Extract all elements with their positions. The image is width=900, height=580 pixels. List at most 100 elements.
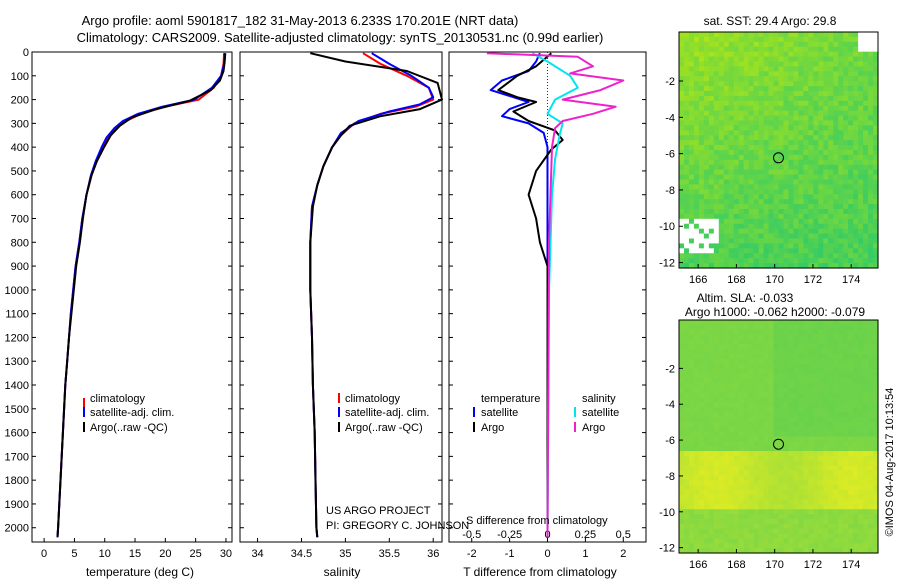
map-cell bbox=[723, 174, 730, 181]
map-cell bbox=[723, 358, 730, 365]
map-cell bbox=[863, 387, 869, 394]
map-cell bbox=[778, 218, 785, 225]
p-sst-frame bbox=[678, 31, 879, 269]
map-cell bbox=[763, 543, 770, 549]
map-cell bbox=[763, 363, 770, 370]
map-cell bbox=[679, 436, 685, 442]
map-cell bbox=[753, 32, 760, 38]
map-cell bbox=[873, 412, 879, 418]
map-cell bbox=[843, 455, 849, 462]
map-cell bbox=[793, 150, 799, 156]
map-cell bbox=[733, 81, 740, 87]
map-cell bbox=[793, 494, 799, 501]
map-cell bbox=[858, 412, 864, 418]
map-cell bbox=[773, 46, 780, 53]
map-cell bbox=[823, 41, 829, 48]
map-cell bbox=[748, 538, 755, 544]
map-cell bbox=[858, 426, 864, 433]
map-cell bbox=[833, 533, 839, 540]
map-xtick-label: 174 bbox=[842, 559, 860, 571]
map-cell bbox=[679, 248, 685, 254]
map-cell bbox=[773, 353, 780, 360]
map-cell bbox=[778, 159, 785, 166]
map-cell bbox=[818, 407, 824, 413]
map-cell bbox=[808, 248, 814, 254]
map-cell bbox=[843, 383, 849, 389]
map-cell bbox=[773, 248, 780, 254]
map-cell bbox=[833, 66, 839, 72]
map-cell bbox=[833, 56, 839, 63]
depth-tick-label: 600 bbox=[11, 190, 29, 202]
map-cell bbox=[803, 407, 809, 413]
map-cell bbox=[738, 339, 745, 345]
map-cell bbox=[803, 368, 809, 374]
map-ytick-label: -2 bbox=[665, 76, 675, 88]
map-cell bbox=[743, 154, 750, 161]
map-cell bbox=[758, 61, 765, 68]
map-cell bbox=[848, 339, 854, 345]
map-cell bbox=[763, 499, 770, 506]
map-cell bbox=[773, 120, 780, 127]
map-cell bbox=[798, 130, 804, 136]
map-cell bbox=[858, 329, 864, 336]
map-cell bbox=[853, 543, 859, 549]
map-cell bbox=[693, 397, 700, 404]
map-cell bbox=[683, 41, 690, 48]
map-cell bbox=[838, 154, 844, 161]
map-cell bbox=[713, 543, 720, 549]
map-cell bbox=[753, 494, 760, 501]
map-cell bbox=[698, 485, 705, 491]
sal-legend-label-climatology: climatology bbox=[345, 393, 401, 405]
map-cell bbox=[808, 383, 814, 389]
map-cell bbox=[758, 140, 765, 146]
map-cell bbox=[873, 100, 879, 107]
map-cell bbox=[808, 199, 814, 205]
map-cell bbox=[773, 441, 780, 447]
map-cell bbox=[823, 209, 829, 215]
map-cell bbox=[793, 421, 799, 428]
map-cell bbox=[858, 159, 864, 166]
map-cell bbox=[838, 344, 844, 350]
map-cell bbox=[723, 334, 730, 341]
map-cell bbox=[818, 509, 824, 515]
map-cell bbox=[853, 223, 859, 230]
map-ytick-label: -6 bbox=[665, 435, 675, 447]
map-cell bbox=[748, 179, 755, 186]
map-cell bbox=[728, 485, 735, 491]
map-cell bbox=[738, 71, 745, 77]
map-cell bbox=[703, 353, 710, 360]
map-cell bbox=[723, 378, 730, 384]
map-cell bbox=[733, 353, 740, 360]
map-cell bbox=[798, 150, 804, 156]
map-cell bbox=[868, 509, 874, 515]
map-cell bbox=[853, 95, 859, 102]
map-cell bbox=[823, 387, 829, 394]
map-cell bbox=[833, 81, 839, 87]
map-cell bbox=[828, 494, 834, 501]
map-cell bbox=[679, 441, 685, 447]
map-cell bbox=[679, 179, 685, 186]
map-cell bbox=[848, 465, 854, 472]
map-cell bbox=[853, 475, 859, 481]
map-cell bbox=[778, 363, 785, 370]
map-cell bbox=[693, 36, 700, 43]
title-line-1: Argo profile: aoml 5901817_182 31-May-20… bbox=[82, 13, 519, 28]
map-cell bbox=[679, 154, 685, 161]
map-cell bbox=[788, 76, 795, 82]
map-cell bbox=[679, 86, 685, 92]
map-cell bbox=[843, 228, 849, 235]
map-xtick-label: 170 bbox=[765, 559, 783, 571]
map-cell bbox=[708, 489, 715, 496]
map-cell bbox=[868, 519, 874, 525]
map-cell bbox=[833, 455, 839, 462]
map-cell bbox=[833, 363, 839, 370]
map-cell bbox=[679, 174, 685, 181]
map-cell bbox=[753, 334, 760, 341]
map-cell bbox=[738, 523, 745, 530]
map-cell bbox=[763, 455, 770, 462]
map-cell bbox=[783, 71, 790, 77]
map-cell bbox=[793, 209, 799, 215]
map-cell bbox=[858, 184, 864, 190]
map-cell bbox=[679, 263, 685, 269]
map-cell bbox=[733, 426, 740, 433]
